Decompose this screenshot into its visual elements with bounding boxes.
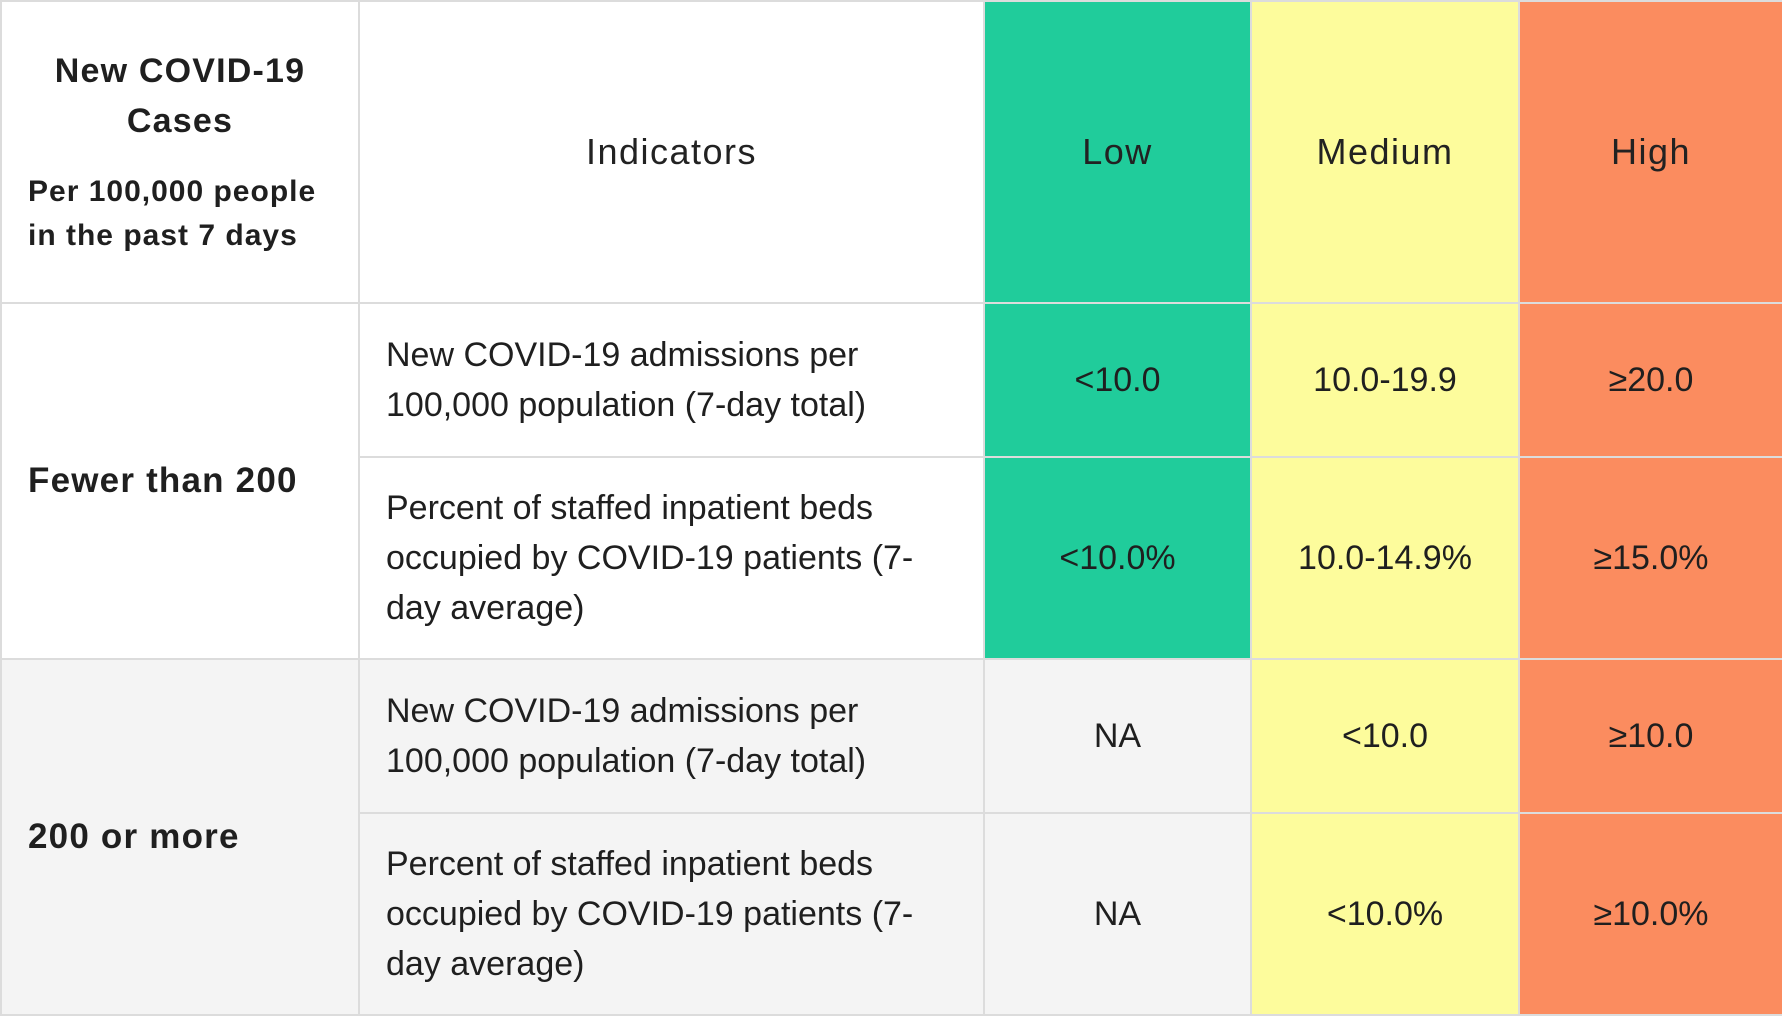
table-row: Fewer than 200 New COVID-19 admissions p… xyxy=(0,302,1782,660)
header-cases-subtitle: Per 100,000 people in the past 7 days xyxy=(28,175,317,252)
indicator-cell: New COVID-19 admissions per 100,000 popu… xyxy=(358,658,985,814)
high-value-cell: ≥15.0% xyxy=(1518,456,1782,660)
indicator-cell: Percent of staffed inpatient beds occupi… xyxy=(358,456,985,660)
high-value-cell: ≥20.0 xyxy=(1518,302,1782,458)
medium-value-cell: <10.0 xyxy=(1250,658,1520,814)
medium-value-cell: 10.0-19.9 xyxy=(1250,302,1520,458)
medium-value-cell: <10.0% xyxy=(1250,812,1520,1016)
high-value-cell: ≥10.0 xyxy=(1518,658,1782,814)
header-cases-title: New COVID-19 Cases xyxy=(54,52,306,140)
table-row: Percent of staffed inpatient beds occupi… xyxy=(1,812,1782,1016)
table-row: Percent of staffed inpatient beds occupi… xyxy=(1,456,1782,660)
high-value-cell: ≥10.0% xyxy=(1518,812,1782,1016)
header-high: High xyxy=(1518,0,1782,304)
table-row: 200 or more New COVID-19 admissions per … xyxy=(0,658,1782,1016)
header-low: Low xyxy=(983,0,1252,304)
header-indicators: Indicators xyxy=(358,0,985,304)
low-value-cell: <10.0% xyxy=(983,456,1252,660)
group-label-fewer-than-200: Fewer than 200 xyxy=(0,302,360,660)
low-value-cell: NA xyxy=(983,658,1252,814)
header-new-cases: New COVID-19 Cases Per 100,000 people in… xyxy=(0,0,360,304)
group-label-200-or-more: 200 or more xyxy=(0,658,360,1016)
medium-value-cell: 10.0-14.9% xyxy=(1250,456,1520,660)
header-row: New COVID-19 Cases Per 100,000 people in… xyxy=(0,0,1782,304)
indicator-cell: New COVID-19 admissions per 100,000 popu… xyxy=(358,302,985,458)
low-value-cell: NA xyxy=(983,812,1252,1016)
low-value-cell: <10.0 xyxy=(983,302,1252,458)
indicator-cell: Percent of staffed inpatient beds occupi… xyxy=(358,812,985,1016)
header-medium: Medium xyxy=(1250,0,1520,304)
